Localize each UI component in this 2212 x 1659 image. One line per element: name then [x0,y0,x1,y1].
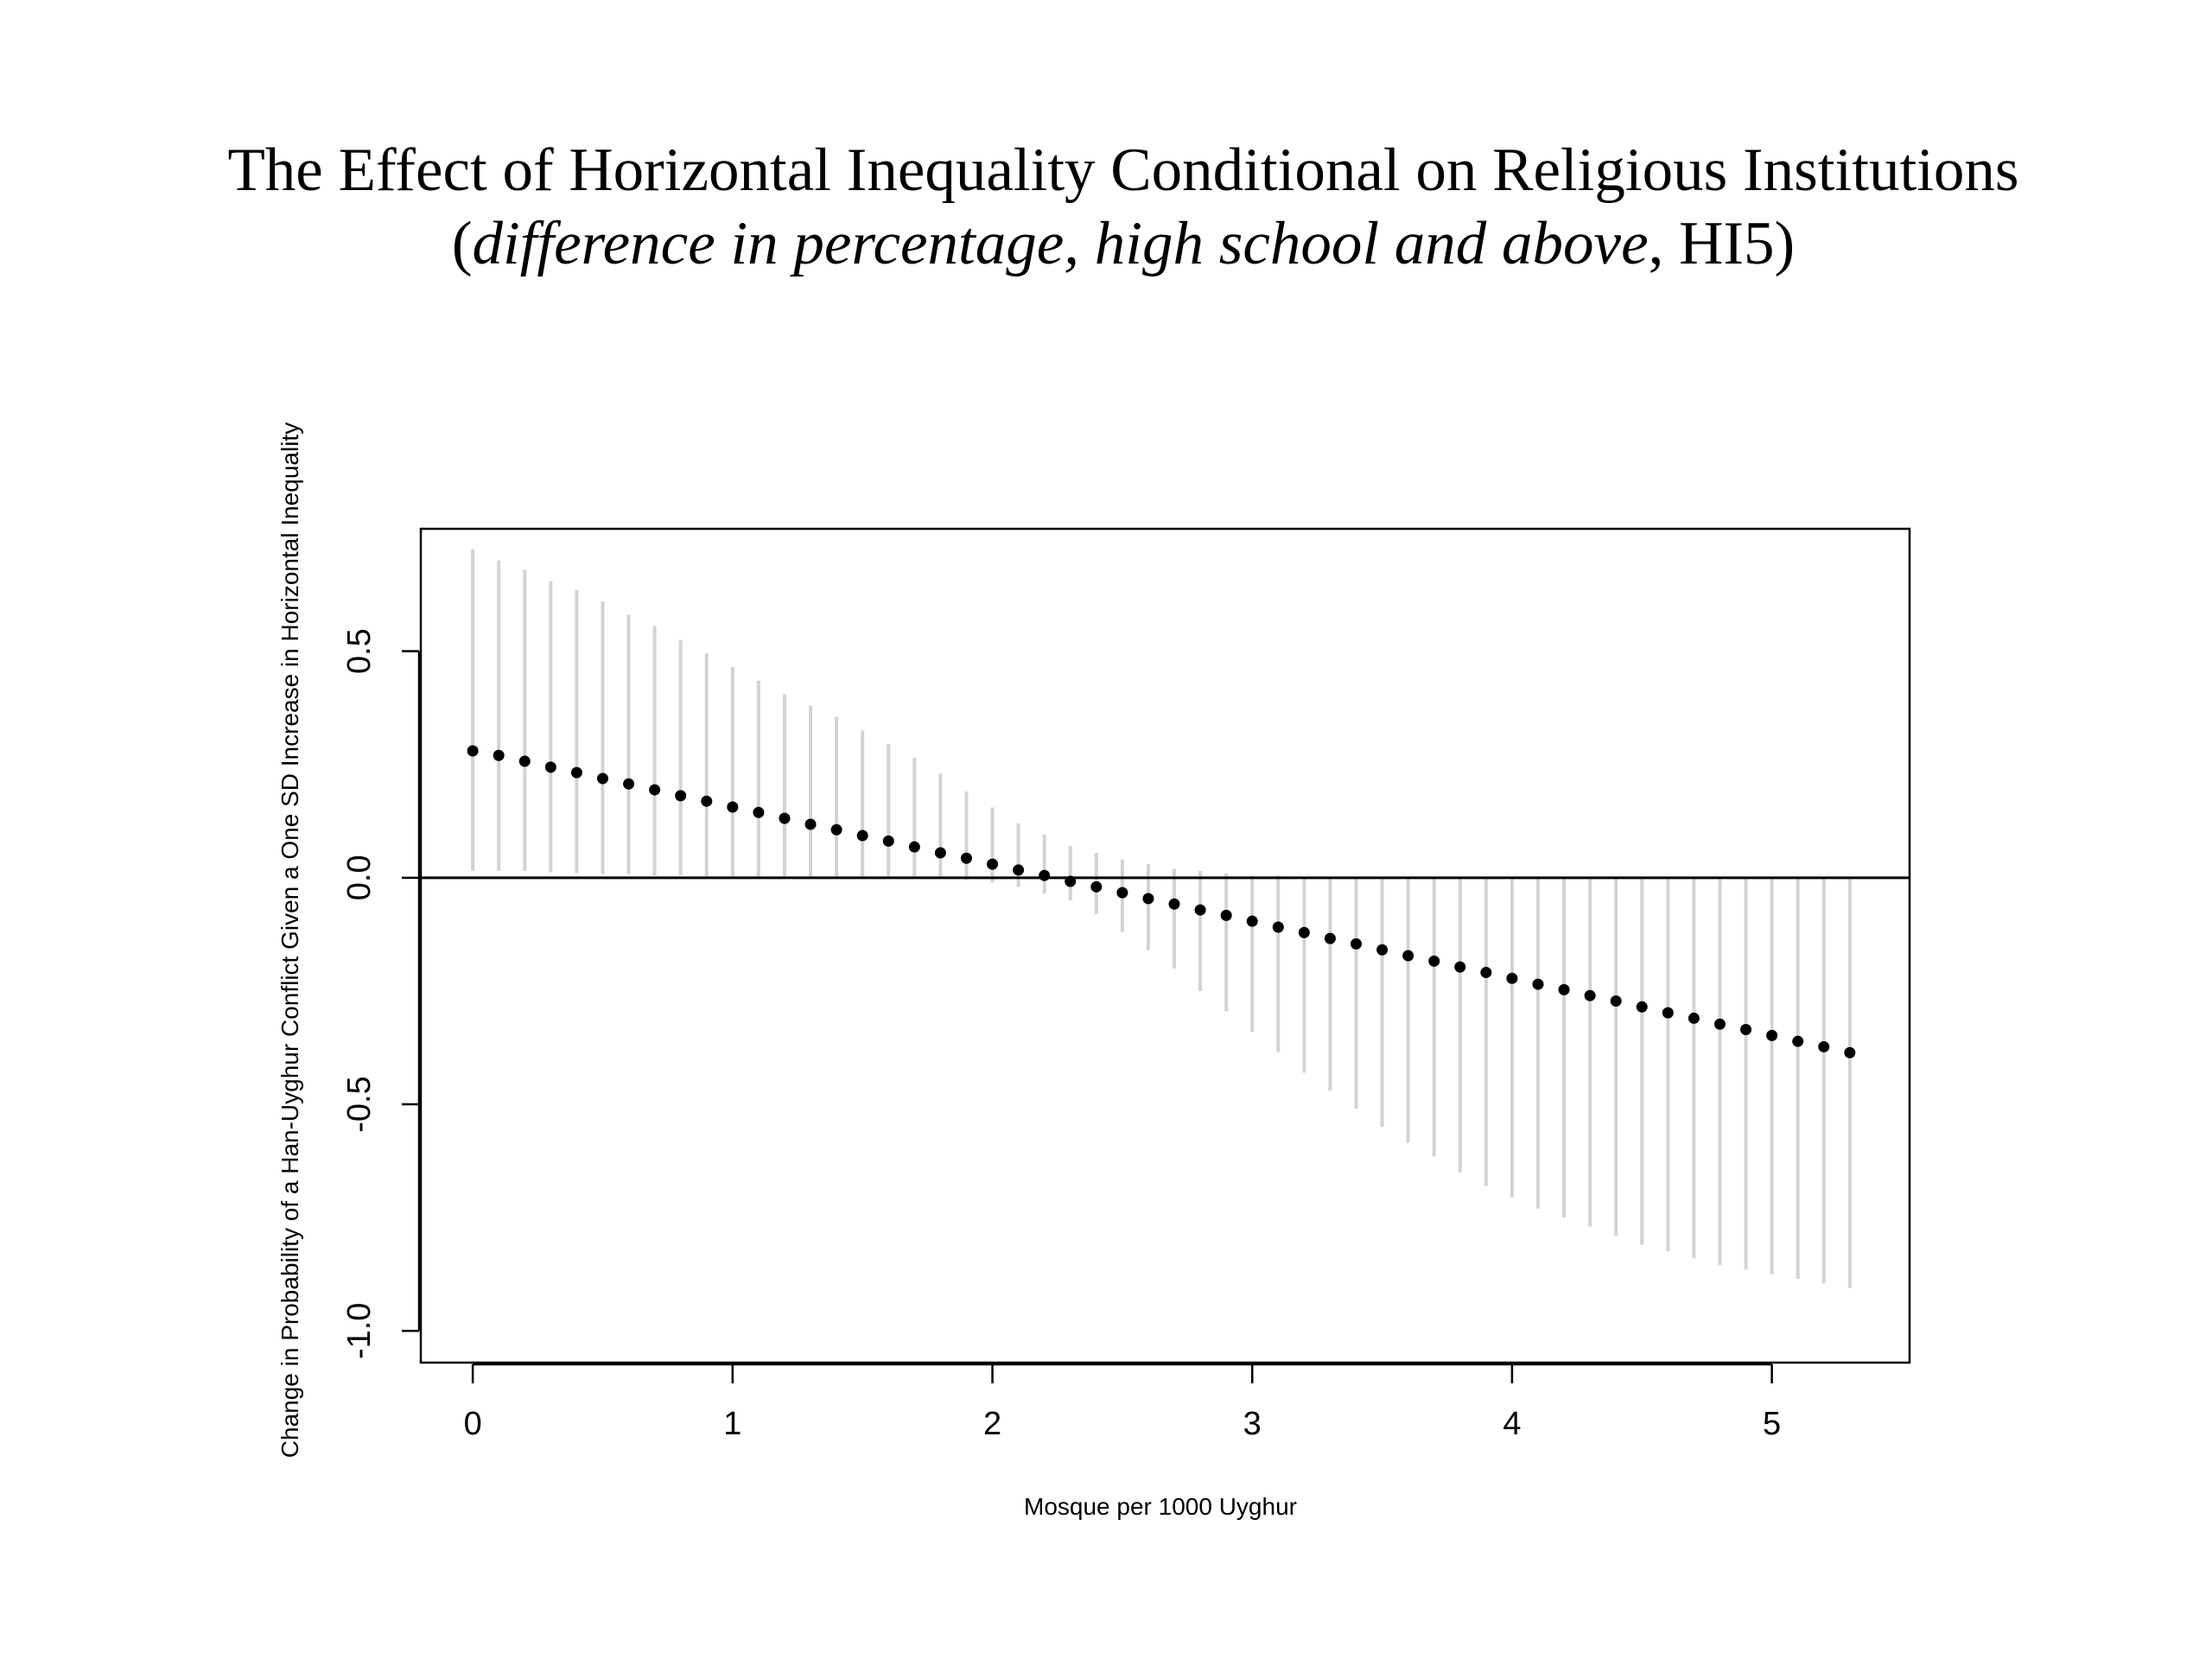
data-point [908,841,920,853]
data-point [1402,950,1414,962]
data-point [1351,938,1363,950]
data-point [1766,1029,1778,1041]
y-tick-label: 0.5 [341,628,378,674]
data-point [1558,983,1570,995]
data-point [1065,875,1077,887]
chart-subtitle: (difference in percentage, high school a… [0,207,2212,281]
data-point [1298,926,1310,938]
data-point [544,761,556,773]
data-point [830,823,842,836]
data-point [1662,1007,1674,1019]
y-tick-label: -0.5 [341,1076,378,1132]
y-axis-label: Change in Probability of a Han-Uyghur Co… [276,423,303,1458]
data-point [1636,1001,1648,1013]
data-point [1039,869,1051,881]
y-axis: -1.0 -0.5 0.0 0.5 [341,628,421,1359]
data-point [1194,904,1206,916]
data-point [856,830,868,842]
data-point [570,766,582,779]
data-point [960,852,972,864]
data-point [1688,1012,1700,1024]
data-point [1272,921,1284,933]
data-point [675,790,687,802]
data-point [1532,978,1544,990]
data-point [1740,1024,1752,1036]
data-point [1818,1040,1830,1052]
x-tick-label: 3 [1243,1406,1262,1442]
data-point [1220,909,1232,921]
data-point [1246,915,1258,927]
data-point [1013,864,1025,876]
data-point [518,755,531,767]
data-point [1090,880,1103,893]
x-tick-label: 0 [464,1406,482,1442]
y-tick-label: 0.0 [341,855,378,900]
x-axis: 0 1 2 3 4 5 [464,1363,1781,1442]
data-point [1713,1018,1726,1030]
data-point [701,795,713,807]
data-point [467,745,479,757]
x-tick-label: 1 [723,1406,741,1442]
data-point [1584,989,1596,1001]
data-point [1792,1035,1804,1047]
data-point [1480,966,1492,978]
data-point [1116,887,1128,899]
data-point [623,778,635,790]
x-tick-label: 2 [983,1406,1001,1442]
x-tick-label: 5 [1763,1406,1781,1442]
data-point [1324,932,1336,944]
x-axis-label: Mosque per 1000 Uyghur [1024,1493,1297,1520]
data-point [1168,898,1180,910]
data-point [1506,972,1518,984]
data-point [1610,995,1622,1007]
chart-title-block: The Effect of Horizontal Inequality Cond… [0,134,2212,281]
subtitle-rest: , HI5) [1648,210,1796,277]
data-point [987,858,999,870]
data-point [753,806,765,818]
data-point [934,847,946,859]
x-tick-label: 4 [1503,1406,1521,1442]
data-point [804,818,817,830]
data-point [779,812,791,824]
subtitle-open-paren: ( [451,210,473,277]
data-point [1844,1046,1856,1058]
data-point [1142,893,1154,905]
point-estimates [467,745,1856,1058]
plot-frame [419,527,1911,1364]
data-point [727,801,739,813]
chart-title: The Effect of Horizontal Inequality Cond… [227,137,2019,204]
y-tick-label: -1.0 [341,1303,378,1359]
data-point [649,784,661,796]
data-point [882,835,894,847]
confidence-intervals [471,549,1852,1288]
data-point [1376,944,1389,956]
subtitle-italic: difference in percentage, high school an… [472,210,1649,277]
data-point [1428,955,1440,967]
data-point [596,772,608,785]
data-point [493,749,505,761]
data-point [1454,961,1466,973]
